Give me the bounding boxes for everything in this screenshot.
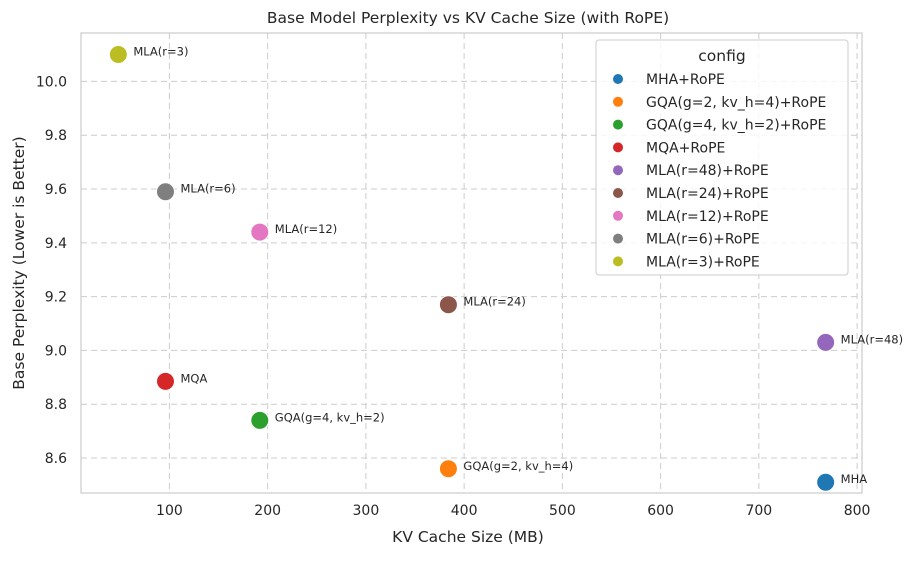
data-points	[108, 45, 836, 492]
point-label: MLA(r=24)	[463, 295, 525, 309]
y-tick-label: 9.4	[45, 236, 67, 252]
chart-title: Base Model Perplexity vs KV Cache Size (…	[267, 9, 669, 27]
legend-title: config	[698, 47, 745, 65]
y-tick-label: 8.8	[45, 397, 67, 413]
x-tick-label: 600	[647, 503, 674, 519]
legend-box	[595, 39, 849, 276]
data-point	[250, 410, 270, 430]
legend-items: MHA+RoPE GQA(g=2, kv_h=4)+RoPE GQA(g=4, kv…	[613, 72, 826, 270]
data-point	[250, 222, 270, 242]
point-label: MLA(r=48)	[841, 332, 903, 346]
legend-marker	[613, 96, 623, 107]
x-axis-label: KV Cache Size (MB)	[392, 528, 544, 546]
legend-entry: MHA+RoPE	[646, 72, 725, 88]
legend-entry: MLA(r=24)+RoPE	[646, 186, 769, 202]
y-tick-label: 9.6	[45, 182, 67, 198]
point-label: GQA(g=2, kv_h=4)	[463, 459, 573, 473]
legend: config MHA+RoPE GQA(g=2, kv_h=4)+RoPE GQA(…	[595, 39, 849, 276]
data-point	[108, 45, 128, 65]
data-point	[155, 371, 175, 391]
legend-entry: MLA(r=12)+RoPE	[646, 209, 769, 225]
legend-marker	[613, 233, 623, 244]
legend-entry: MQA+RoPE	[646, 140, 725, 156]
legend-entry: GQA(g=4, kv_h=2)+RoPE	[646, 118, 826, 134]
y-tick-label: 8.6	[45, 451, 67, 467]
plot-frame	[80, 32, 863, 494]
legend-entry: MLA(r=48)+RoPE	[646, 163, 769, 179]
legend-marker	[613, 74, 623, 84]
y-tick-label: 9.8	[45, 128, 67, 144]
point-label: MLA(r=3)	[133, 45, 188, 59]
legend-marker	[613, 119, 623, 130]
x-tick-labels: 100 200 300 400 500 600 700 800	[156, 503, 870, 519]
point-label: MQA	[180, 371, 207, 385]
x-tick-label: 500	[549, 503, 576, 519]
point-labels: MHA GQA(g=2, kv_h=4) GQA(g=4, kv_h=2) MQA ML…	[133, 45, 903, 487]
data-point	[438, 459, 458, 479]
y-tick-label: 9.0	[45, 343, 67, 359]
legend-entry: MLA(r=6)+RoPE	[646, 232, 760, 248]
x-tick-label: 400	[451, 503, 478, 519]
point-label: GQA(g=4, kv_h=2)	[275, 410, 385, 424]
x-tick-label: 200	[254, 503, 281, 519]
y-tick-label: 9.2	[45, 290, 67, 306]
legend-marker	[613, 256, 623, 267]
legend-marker	[613, 165, 623, 176]
x-tick-label: 700	[745, 503, 772, 519]
y-axis-label: Base Perplexity (Lower is Better)	[10, 136, 28, 389]
data-point	[816, 472, 836, 492]
legend-marker	[613, 188, 623, 198]
x-tick-label: 100	[156, 503, 183, 519]
x-tick-label: 300	[353, 503, 380, 519]
legend-entry: MLA(r=3)+RoPE	[646, 254, 760, 270]
legend-entry: GQA(g=2, kv_h=4)+RoPE	[646, 95, 826, 111]
point-label: MLA(r=12)	[275, 222, 337, 236]
legend-marker	[613, 142, 623, 153]
x-tick-label: 800	[844, 503, 871, 519]
data-point	[438, 295, 458, 315]
data-point	[816, 332, 836, 352]
y-tick-label: 10.0	[36, 74, 67, 90]
legend-marker	[613, 210, 623, 221]
point-label: MLA(r=6)	[180, 182, 235, 196]
y-tick-labels: 8.6 8.8 9.0 9.2 9.4 9.6 9.8 10.0	[36, 74, 67, 467]
point-label: MHA	[841, 472, 868, 486]
data-point	[155, 182, 175, 202]
